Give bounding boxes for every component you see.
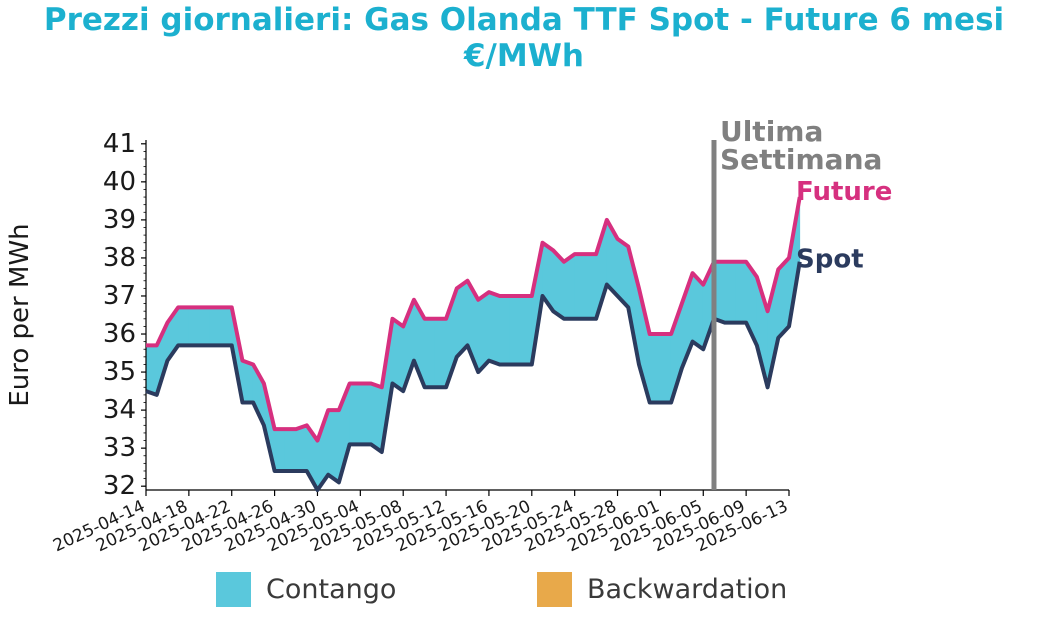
contango-area <box>327 409 340 484</box>
contango-area <box>274 428 286 472</box>
legend-swatch-backwardation <box>537 572 572 607</box>
contango-area <box>563 253 576 320</box>
spot-series-label: Spot <box>796 245 864 275</box>
y-tick-label: 37 <box>103 281 136 311</box>
chart-title-line2: €/MWh <box>463 38 584 74</box>
contango-area <box>574 253 586 320</box>
y-axis-label: Euro per MWh <box>5 223 35 406</box>
contango-area <box>220 306 233 346</box>
contango-area <box>349 383 361 445</box>
contango-area <box>359 383 372 445</box>
marker-label-line1: Ultima <box>720 115 823 148</box>
y-tick-label: 39 <box>103 205 136 235</box>
contango-area <box>434 318 447 388</box>
contango-area <box>584 253 597 320</box>
price-chart: 323334353637383940412025-04-142025-04-18… <box>5 115 892 556</box>
legend-item-contango: Contango <box>216 572 396 607</box>
contango-area <box>145 345 158 396</box>
y-tick-label: 33 <box>103 433 136 463</box>
contango-area <box>209 306 222 346</box>
contango-area <box>199 306 211 346</box>
contango-area <box>242 360 254 403</box>
legend-label-backwardation: Backwardation <box>587 574 788 605</box>
contango-area <box>520 295 533 365</box>
y-tick-label: 34 <box>103 395 136 425</box>
contango-area <box>370 382 383 453</box>
contango-area <box>488 291 501 366</box>
y-tick-label: 40 <box>103 167 136 197</box>
chart-title: Prezzi giornalieri: Gas Olanda TTF Spot … <box>0 2 1048 74</box>
future-line <box>146 196 802 443</box>
marker-label-line2: Settimana <box>720 143 882 176</box>
contango-area <box>295 424 308 472</box>
contango-area <box>499 295 511 365</box>
contango-area <box>724 261 736 324</box>
legend-item-backwardation: Backwardation <box>537 572 787 607</box>
y-tick-label: 36 <box>103 319 136 349</box>
contango-area <box>188 306 200 346</box>
contango-area <box>509 295 522 365</box>
chart-legend: Contango Backwardation <box>0 572 1048 612</box>
contango-area <box>392 318 404 392</box>
contango-area <box>177 306 190 346</box>
future-series-label: Future <box>796 177 892 207</box>
contango-area <box>284 428 297 472</box>
legend-label-contango: Contango <box>266 574 397 605</box>
y-tick-label: 32 <box>103 471 136 501</box>
legend-swatch-contango <box>216 572 251 607</box>
contango-area <box>735 261 747 324</box>
chart-title-line1: Prezzi giornalieri: Gas Olanda TTF Spot … <box>43 2 1005 38</box>
y-tick-label: 38 <box>103 243 136 273</box>
contango-area <box>649 333 661 403</box>
y-tick-label: 35 <box>103 357 136 387</box>
spot-line <box>145 261 802 492</box>
y-tick-label: 41 <box>103 129 136 159</box>
contango-area <box>424 318 436 388</box>
contango-area <box>660 333 672 403</box>
